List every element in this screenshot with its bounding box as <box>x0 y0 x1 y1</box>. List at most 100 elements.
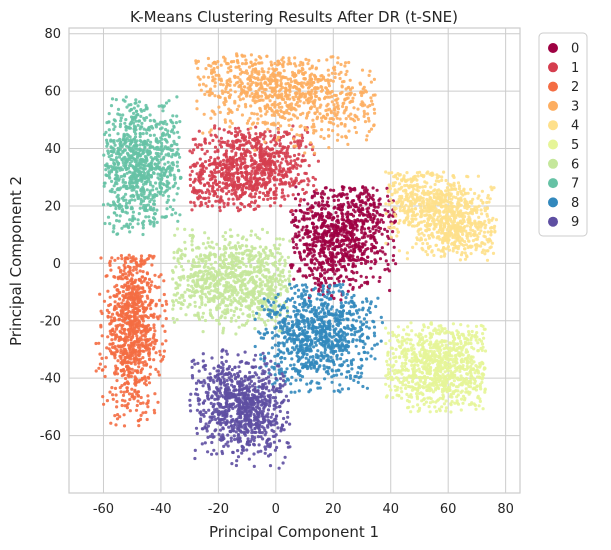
series-3-point <box>240 113 244 117</box>
series-1-point <box>288 166 292 170</box>
series-0-point <box>305 224 309 228</box>
series-0-point <box>332 198 336 203</box>
series-0-point <box>336 198 340 202</box>
series-4-point <box>448 225 453 229</box>
series-5-point <box>429 342 433 346</box>
series-4-point <box>457 187 461 191</box>
series-3-point <box>373 111 377 115</box>
series-4-point <box>425 242 429 246</box>
series-0-point <box>348 253 352 257</box>
series-0-point <box>357 258 361 262</box>
series-1-point <box>293 159 297 163</box>
series-0-point <box>337 279 341 283</box>
series-1-point <box>272 162 276 167</box>
series-4-point <box>469 210 473 214</box>
series-3-point <box>196 66 200 70</box>
series-2-point <box>102 299 107 303</box>
series-1-point <box>265 190 269 194</box>
series-2-point <box>131 297 135 301</box>
series-1-point <box>279 135 283 140</box>
series-3-point <box>240 53 244 57</box>
series-0-point <box>291 237 295 241</box>
series-4-point <box>448 230 452 235</box>
series-0-point <box>316 191 320 195</box>
series-2-point <box>109 315 113 319</box>
series-3-point <box>277 62 281 66</box>
series-1-point <box>281 134 286 138</box>
series-0-point <box>360 245 364 249</box>
series-5-point <box>470 329 474 334</box>
series-1-point <box>265 145 269 149</box>
series-0-point <box>316 283 320 287</box>
series-3-point <box>236 80 240 84</box>
series-1-point <box>235 146 239 150</box>
series-0-point <box>367 193 371 197</box>
series-1-point <box>272 136 277 140</box>
series-3-point <box>327 95 331 99</box>
series-5-point <box>465 337 469 341</box>
series-0-point <box>330 294 334 298</box>
series-1-point <box>228 155 232 160</box>
series-0-point <box>378 257 383 261</box>
series-1-point <box>272 196 276 200</box>
series-0-point <box>351 285 355 290</box>
series-4-point <box>414 242 418 246</box>
series-3-point <box>209 128 213 132</box>
series-4-point <box>397 173 401 177</box>
series-0-point <box>317 201 321 205</box>
series-0-point <box>367 206 371 210</box>
series-0-point <box>322 276 326 280</box>
series-4-point <box>477 231 482 236</box>
series-4-point <box>426 227 430 231</box>
series-0-point <box>337 231 341 235</box>
series-4-point <box>440 221 444 225</box>
series-0-point <box>302 250 306 254</box>
series-0-point <box>331 233 335 238</box>
series-3-point <box>330 100 334 104</box>
series-3-point <box>264 106 268 110</box>
series-2-point <box>119 254 123 258</box>
series-3-point <box>311 145 315 149</box>
series-5-point <box>404 386 408 390</box>
series-0-point <box>332 194 337 198</box>
series-2-point <box>110 256 114 260</box>
series-3-point <box>289 107 293 111</box>
series-2-point <box>129 259 133 264</box>
series-0-point <box>364 240 368 244</box>
series-4-point <box>398 218 402 223</box>
series-0-point <box>349 278 353 282</box>
series-5-point <box>477 404 481 408</box>
series-3-point <box>274 80 278 84</box>
series-1-point <box>255 178 259 182</box>
series-1-point <box>250 169 254 173</box>
series-0-point <box>299 209 303 213</box>
series-0-point <box>305 211 309 215</box>
series-2-point <box>157 373 161 377</box>
series-1-point <box>206 181 210 185</box>
series-1-point <box>213 124 217 128</box>
series-5-point <box>442 402 446 406</box>
series-2-point <box>127 253 131 257</box>
series-1-point <box>244 154 248 158</box>
series-5-point <box>388 339 392 343</box>
series-3-point <box>279 109 283 114</box>
series-0-point <box>351 250 356 254</box>
series-1-point <box>274 186 278 190</box>
series-3-point <box>295 133 299 137</box>
series-3-point <box>244 94 249 98</box>
series-3-point <box>243 62 248 66</box>
series-3-point <box>210 109 214 113</box>
series-3-point <box>340 80 345 84</box>
series-3-point <box>196 59 200 64</box>
series-3-point <box>274 85 278 89</box>
series-3-point <box>217 74 221 78</box>
series-1-point <box>301 154 305 158</box>
series-1-point <box>188 149 192 153</box>
series-2-point <box>145 283 149 287</box>
series-2-point <box>145 257 149 261</box>
series-0-point <box>349 205 353 209</box>
series-3-point <box>250 92 254 96</box>
series-1-point <box>231 145 235 149</box>
series-4-point <box>479 229 483 233</box>
series-0-point <box>345 196 349 200</box>
